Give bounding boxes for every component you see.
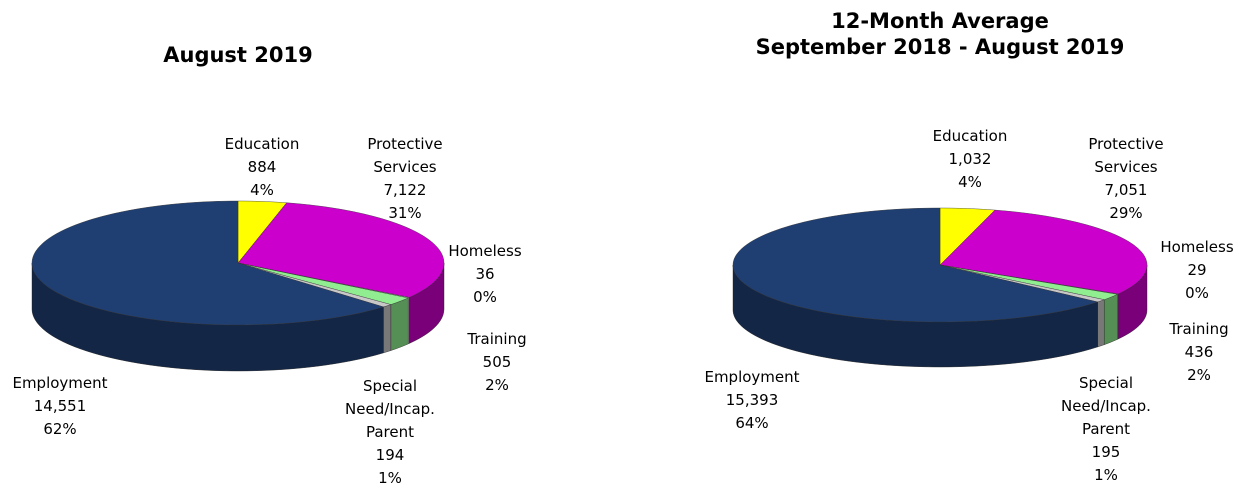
slice-label: Employment 15,393 64% — [687, 366, 817, 435]
slice-label: Homeless 36 0% — [420, 240, 550, 309]
slice-percent: 4% — [250, 181, 274, 199]
slice-name: Education — [224, 135, 300, 153]
chart-title: 12-Month Average September 2018 - August … — [740, 8, 1140, 60]
pie-slice — [939, 207, 996, 266]
slice-name: Homeless — [448, 242, 522, 260]
slice-label: Education 884 4% — [197, 133, 327, 202]
slice-percent: 4% — [958, 173, 982, 191]
slice-name: Protective Services — [1088, 135, 1164, 176]
slice-percent: 1% — [378, 469, 402, 487]
slice-value: 436 — [1184, 343, 1214, 361]
slice-name: Protective Services — [367, 135, 443, 176]
slice-name: Special Need/Incap. Parent — [345, 377, 435, 441]
slice-percent: 0% — [1185, 284, 1209, 302]
chart-title-line: 12-Month Average — [831, 9, 1049, 33]
slice-percent: 2% — [485, 376, 509, 394]
pie-slice — [939, 264, 1119, 300]
slice-label: Training 436 2% — [1134, 318, 1249, 387]
slice-label: Protective Services 7,051 29% — [1061, 133, 1191, 225]
slice-label: Special Need/Incap. Parent 195 1% — [1041, 372, 1171, 487]
slice-name: Education — [932, 127, 1008, 145]
slice-name: Homeless — [1160, 238, 1234, 256]
pie-slice — [732, 207, 1099, 323]
slice-percent: 31% — [388, 204, 422, 222]
chart-title-line: August 2019 — [163, 43, 313, 67]
slice-value: 194 — [375, 446, 405, 464]
slice-value: 36 — [475, 265, 495, 283]
pie-slice — [237, 262, 409, 305]
pie-slice — [237, 200, 288, 264]
slice-label: Protective Services 7,122 31% — [340, 133, 470, 225]
slice-percent: 29% — [1109, 204, 1143, 222]
slice-value: 14,551 — [33, 397, 87, 415]
slice-name: Training — [1169, 320, 1229, 338]
slice-value: 195 — [1091, 443, 1121, 461]
pie-slice-side — [1104, 294, 1118, 345]
slice-percent: 2% — [1187, 366, 1211, 384]
slice-value: 29 — [1187, 261, 1207, 279]
slice-label: Employment 14,551 62% — [0, 372, 125, 441]
slice-percent: 62% — [43, 420, 77, 438]
pie-slice-side — [390, 297, 409, 351]
slice-percent: 0% — [473, 288, 497, 306]
pie-slice-side — [383, 304, 392, 354]
slice-label: Special Need/Incap. Parent 194 1% — [325, 375, 455, 490]
pie-slice — [237, 202, 445, 298]
slice-name: Employment — [704, 368, 800, 386]
slice-value: 7,051 — [1104, 181, 1148, 199]
chart-subtitle: September 2018 - August 2019 — [755, 35, 1125, 59]
pie-slice — [939, 209, 1148, 295]
slice-label: Training 505 2% — [432, 328, 562, 397]
slice-name: Special Need/Incap. Parent — [1061, 374, 1151, 438]
slice-name: Employment — [12, 374, 108, 392]
slice-value: 7,122 — [383, 181, 427, 199]
slice-value: 15,393 — [725, 391, 779, 409]
slice-percent: 1% — [1094, 466, 1118, 484]
slice-percent: 64% — [735, 414, 769, 432]
pie-slice — [31, 200, 385, 326]
slice-value: 1,032 — [948, 150, 992, 168]
slice-name: Training — [467, 330, 527, 348]
slice-value: 884 — [247, 158, 277, 176]
chart-title: August 2019 — [38, 42, 438, 68]
slice-label: Homeless 29 0% — [1132, 236, 1249, 305]
pie-slice-side — [1097, 299, 1105, 348]
slice-label: Education 1,032 4% — [905, 125, 1035, 194]
slice-value: 505 — [482, 353, 512, 371]
